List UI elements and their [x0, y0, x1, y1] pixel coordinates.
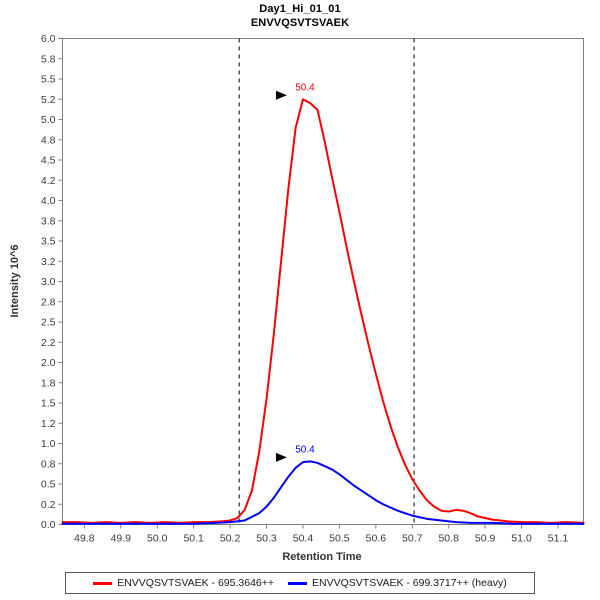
x-tick-label: 50.4: [293, 533, 314, 545]
x-tick-label: 51.1: [548, 533, 569, 545]
legend-label-light: ENVVQSVTSVAEK - 695.3646++: [117, 577, 275, 589]
peak-pointer-arrow-icon: [275, 452, 287, 462]
x-tick-label: 49.8: [74, 533, 95, 545]
page-title: Day1_Hi_01_01: [259, 3, 341, 15]
y-axis-title: Intensity 10^6: [9, 244, 21, 317]
y-tick-label: 1.8: [41, 377, 56, 389]
y-tick-label: 3.5: [41, 236, 56, 248]
integration-boundary-lines[interactable]: [238, 38, 415, 525]
peak-retention-time-label: 50.4: [295, 82, 315, 93]
y-tick-label: 3.8: [41, 215, 56, 227]
y-tick-label: 5.0: [41, 114, 56, 126]
page-subtitle: ENVVQSVTSVAEK: [250, 17, 350, 29]
x-tick-label: 50.2: [220, 533, 241, 545]
x-tick-label: 49.9: [111, 533, 132, 545]
y-tick-label: 4.0: [41, 195, 56, 207]
y-tick-label: 5.2: [41, 94, 56, 106]
x-tick-label: 50.1: [183, 533, 204, 545]
data-series-group: [61, 98, 585, 525]
y-tick-label: 4.5: [41, 155, 56, 167]
y-tick-label: 5.8: [41, 53, 56, 65]
y-tick-label: 2.8: [41, 296, 56, 308]
x-tick-label: 50.0: [147, 533, 168, 545]
y-tick-label: 4.8: [41, 134, 56, 146]
x-tick-label: 50.7: [402, 533, 423, 545]
y-tick-label: 1.2: [41, 418, 56, 430]
legend-color-swatch-heavy: [288, 581, 308, 585]
plot-frame: [62, 38, 584, 525]
y-tick-label: 0.8: [41, 458, 56, 470]
x-tick-label: 50.5: [329, 533, 350, 545]
y-tick-label: 3.0: [41, 276, 56, 288]
y-tick-label: 2.0: [41, 357, 56, 369]
y-tick-label: 6.0: [41, 33, 56, 45]
x-tick-label: 51.0: [511, 533, 532, 545]
peak-annotations: 50.4 50.4: [275, 82, 315, 462]
peak-retention-time-label: 50.4: [295, 444, 315, 455]
y-tick-label: 0.2: [41, 499, 56, 511]
plot-area-border: [62, 38, 584, 525]
y-tick-label: 0.0: [41, 519, 56, 531]
legend-item-light[interactable]: ENVVQSVTSVAEK - 695.3646++: [93, 577, 274, 589]
x-axis-title: Retention Time: [282, 551, 361, 563]
chart-title-block: Day1_Hi_01_01 ENVVQSVTSVAEK: [0, 2, 600, 30]
y-tick-label: 2.2: [41, 337, 56, 349]
x-tick-label: 50.8: [438, 533, 459, 545]
y-tick-label: 1.5: [41, 398, 56, 410]
legend-color-swatch-light: [93, 581, 113, 585]
legend-label-heavy: ENVVQSVTSVAEK - 699.3717++ (heavy): [312, 577, 507, 589]
y-tick-label: 0.5: [41, 479, 56, 491]
y-tick-label: 2.5: [41, 317, 56, 329]
chart-legend: ENVVQSVTSVAEK - 695.3646++ ENVVQSVTSVAEK…: [65, 572, 535, 594]
y-tick-label: 1.0: [41, 438, 56, 450]
series-line-light[interactable]: [61, 98, 585, 524]
x-tick-label: 50.9: [475, 533, 496, 545]
y-axis-ticks: 0.0 0.2 0.5 0.8 1.0 1.2 1.5 1.8 2.0 2.2 2.5 2.8 3.0 3…: [41, 33, 63, 531]
x-tick-label: 50.6: [366, 533, 387, 545]
y-tick-label: 3.2: [41, 256, 56, 268]
y-tick-label: 4.2: [41, 175, 56, 187]
y-tick-label: 5.5: [41, 74, 56, 86]
series-line-heavy[interactable]: [61, 460, 585, 525]
peak-pointer-arrow-icon: [275, 90, 287, 100]
x-tick-label: 50.3: [256, 533, 277, 545]
legend-item-heavy[interactable]: ENVVQSVTSVAEK - 699.3717++ (heavy): [288, 577, 507, 589]
x-axis-ticks: 49.8 49.9 50.0 50.1 50.2 50.3 50.4 50.5 50.6 50.7…: [74, 524, 569, 545]
